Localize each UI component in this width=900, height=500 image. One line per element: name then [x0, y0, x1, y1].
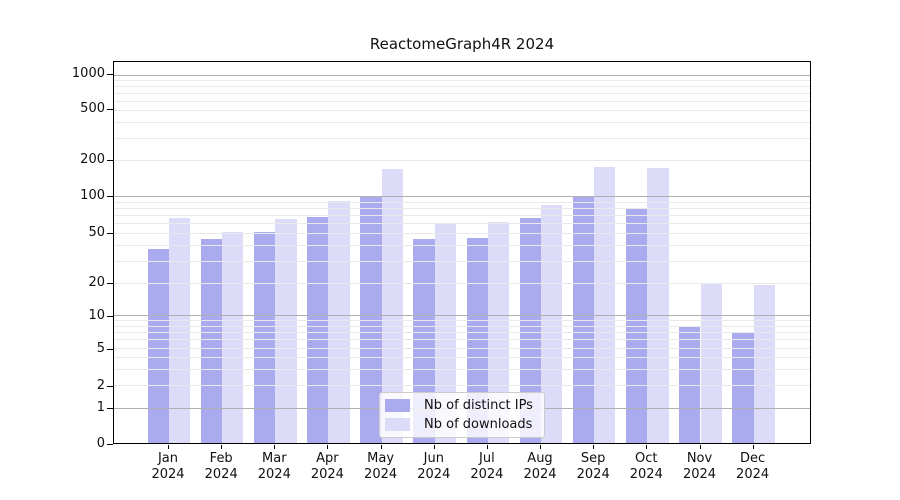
x-tick-label: Feb 2024: [204, 451, 238, 482]
y-tick-label: 20: [88, 275, 105, 290]
legend-item-downloads: Nb of downloads: [385, 417, 544, 432]
x-tick-label: Sep 2024: [576, 451, 610, 482]
y-tick-mark: [107, 233, 113, 234]
x-tick-mark: [699, 445, 701, 449]
bar-nb-of-distinct-ips-feb-2024: [200, 238, 223, 443]
x-tick-mark: [486, 445, 488, 449]
bar-nb-of-downloads-apr-2024: [328, 200, 350, 443]
bar-nb-of-downloads-jun-2024: [434, 223, 457, 443]
x-tick-mark: [221, 445, 223, 449]
y-tick-label: 1000: [71, 66, 105, 81]
y-tick-mark: [107, 283, 113, 284]
x-tick-mark: [540, 445, 541, 449]
bar-nb-of-distinct-ips-dec-2024: [732, 332, 754, 443]
x-tick-label: Oct 2024: [629, 451, 663, 482]
bar-nb-of-downloads-sep-2024: [594, 166, 616, 443]
bar-nb-of-distinct-ips-jul-2024: [466, 237, 488, 443]
legend-swatch-downloads: [385, 418, 410, 432]
bar-nb-of-distinct-ips-apr-2024: [307, 217, 329, 443]
bar-nb-of-downloads-mar-2024: [275, 219, 297, 443]
y-tick-label: 200: [80, 151, 105, 167]
y-tick-label: 2: [96, 378, 105, 393]
x-tick-mark: [433, 445, 435, 449]
y-tick-label: 1: [96, 400, 105, 416]
y-tick-mark: [107, 74, 113, 75]
x-tick-label: Jan 2024: [151, 451, 185, 482]
y-tick-mark: [107, 348, 113, 350]
y-tick-mark: [107, 109, 113, 111]
x-tick-mark: [646, 445, 648, 449]
bar-nb-of-distinct-ips-nov-2024: [679, 325, 701, 443]
x-tick-mark: [274, 445, 276, 449]
legend-swatch-distinct-ips: [385, 398, 410, 412]
bar-nb-of-downloads-may-2024: [381, 169, 403, 443]
bar-nb-of-distinct-ips-jan-2024: [147, 249, 169, 443]
bar-nb-of-distinct-ips-jun-2024: [413, 238, 435, 443]
x-tick-label: May 2024: [364, 451, 398, 482]
bar-nb-of-distinct-ips-may-2024: [360, 195, 382, 443]
bar-nb-of-distinct-ips-sep-2024: [572, 195, 595, 443]
legend-item-distinct-ips: Nb of distinct IPs: [385, 398, 544, 413]
y-tick-label: 100: [80, 187, 105, 203]
bar-nb-of-downloads-feb-2024: [222, 232, 244, 443]
y-tick-label: 10: [88, 307, 105, 323]
x-tick-label: Jun 2024: [417, 451, 451, 482]
bar-nb-of-downloads-jan-2024: [169, 218, 191, 443]
chart-title: ReactomeGraph4R 2024: [369, 35, 555, 53]
x-tick-label: Apr 2024: [310, 451, 344, 482]
y-tick-mark: [107, 159, 113, 161]
bar-nb-of-downloads-oct-2024: [647, 168, 669, 443]
y-tick-mark: [107, 315, 113, 317]
bars-layer: [114, 62, 810, 443]
y-tick-mark: [107, 195, 113, 197]
y-tick-mark: [107, 444, 113, 445]
y-tick-label: 500: [80, 101, 105, 117]
y-tick-mark: [107, 386, 113, 387]
x-tick-mark: [380, 445, 382, 449]
bar-nb-of-downloads-nov-2024: [700, 282, 722, 443]
bar-nb-of-distinct-ips-mar-2024: [254, 232, 276, 443]
x-tick-label: Jul 2024: [470, 451, 504, 482]
x-tick-mark: [752, 445, 754, 449]
bar-nb-of-downloads-dec-2024: [753, 285, 775, 443]
y-tick-label: 0: [96, 436, 105, 451]
bar-nb-of-distinct-ips-aug-2024: [519, 218, 541, 443]
x-tick-label: Nov 2024: [682, 451, 717, 482]
x-tick-label: Dec 2024: [736, 451, 770, 482]
x-tick-label: Mar 2024: [257, 451, 291, 482]
bar-nb-of-downloads-aug-2024: [541, 205, 563, 443]
legend-label-downloads: Nb of downloads: [424, 417, 533, 433]
x-tick-label: Aug 2024: [523, 451, 557, 482]
x-tick-mark: [168, 445, 169, 449]
x-tick-mark: [593, 445, 595, 449]
plot-area: [113, 61, 811, 444]
bar-nb-of-distinct-ips-oct-2024: [626, 209, 648, 443]
legend: Nb of distinct IPs Nb of downloads: [379, 392, 545, 438]
x-tick-mark: [327, 445, 329, 449]
y-tick-label: 5: [96, 340, 105, 356]
y-tick-mark: [107, 408, 113, 410]
legend-label-distinct-ips: Nb of distinct IPs: [424, 397, 533, 413]
y-tick-label: 50: [88, 225, 105, 240]
